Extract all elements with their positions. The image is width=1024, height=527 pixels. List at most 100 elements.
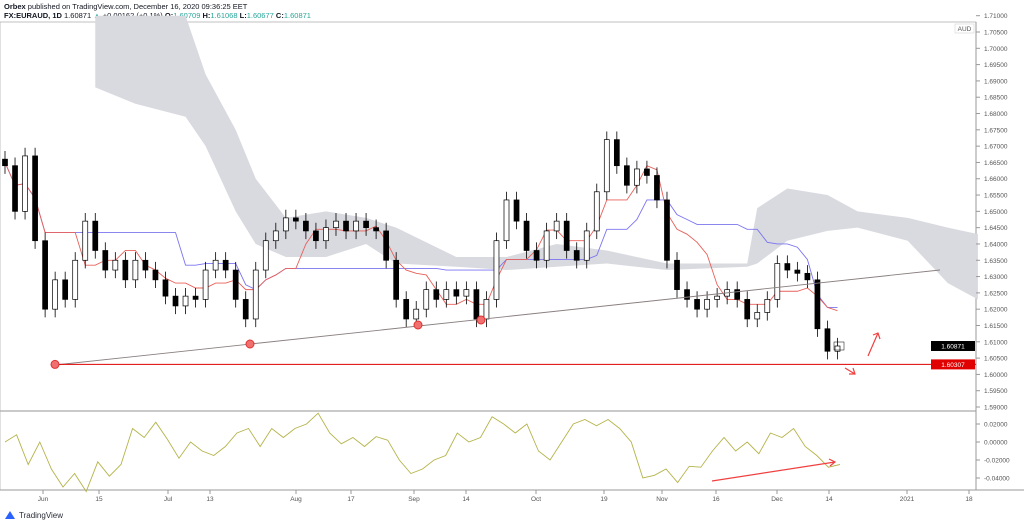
- candle-body: [52, 279, 59, 310]
- time-tick-label: Sep: [408, 496, 420, 503]
- candle-body: [242, 299, 249, 320]
- candle: [553, 212, 560, 240]
- price-tick-label: 1.65000: [984, 209, 1008, 216]
- open-value: 1.60709: [173, 11, 201, 20]
- candle: [92, 212, 99, 259]
- price-tick-label: 1.67500: [984, 127, 1008, 134]
- time-tick-label: Jun: [38, 496, 49, 503]
- tenkan-sen-line: [4, 162, 838, 312]
- candle: [182, 287, 189, 315]
- candle: [112, 252, 119, 279]
- candle-body: [423, 289, 430, 310]
- candle: [152, 261, 159, 288]
- candle: [543, 222, 550, 269]
- candle-body: [303, 220, 309, 232]
- candle: [634, 160, 640, 194]
- candle-body: [142, 259, 149, 271]
- trendline: [54, 269, 941, 366]
- candle: [262, 232, 269, 279]
- osc-tick-label: -0.04000: [984, 476, 1010, 483]
- tradingview-logo[interactable]: TradingView: [4, 510, 63, 520]
- price-tick-label: 1.63500: [984, 258, 1008, 265]
- candle: [573, 242, 580, 269]
- candle: [192, 287, 199, 308]
- candle-body: [152, 269, 159, 281]
- candle-body: [774, 263, 781, 300]
- candle: [603, 131, 610, 200]
- candle-body: [704, 299, 710, 310]
- candle-body: [373, 227, 379, 232]
- candle-body: [744, 299, 751, 320]
- candle: [162, 271, 169, 305]
- currency-badge: [954, 23, 975, 34]
- candle: [523, 212, 530, 259]
- candle-body: [684, 289, 690, 300]
- candle: [674, 252, 680, 298]
- price-tick-label: 1.59000: [984, 405, 1008, 412]
- candle: [624, 157, 630, 194]
- candle: [303, 212, 309, 240]
- candle-body: [674, 259, 680, 290]
- candle: [453, 281, 460, 305]
- candle-body: [463, 289, 470, 297]
- price-tick-label: 1.70500: [984, 30, 1008, 37]
- candle-body: [333, 220, 339, 229]
- candle-body: [824, 328, 831, 352]
- time-tick-label: 15: [95, 496, 103, 503]
- published-text: published on TradingView.com, December 1…: [27, 2, 248, 11]
- touch-point-marker: [476, 315, 486, 325]
- candle-body: [433, 289, 440, 300]
- down-arrow-annotation: [844, 367, 856, 375]
- price-tick-label: 1.65500: [984, 193, 1008, 200]
- candle-body: [603, 139, 610, 193]
- time-tick-label: Oct: [531, 496, 541, 503]
- candle: [313, 222, 319, 249]
- last-price-badge-label: 1.60871: [941, 344, 965, 351]
- candle-body: [272, 230, 279, 242]
- candle-body: [293, 217, 299, 222]
- candle: [132, 252, 139, 288]
- candle-body: [804, 272, 811, 281]
- candle: [704, 291, 710, 318]
- candle-body: [102, 250, 109, 271]
- candle: [834, 337, 841, 360]
- candle-body: [583, 230, 590, 261]
- candle-body: [613, 139, 620, 167]
- candle-body: [282, 217, 289, 232]
- candle-body: [192, 295, 199, 300]
- candle-body: [483, 299, 490, 320]
- price-tick-label: 1.60500: [984, 356, 1008, 363]
- candle: [654, 167, 660, 209]
- candle-body: [644, 168, 650, 176]
- candle-body: [252, 269, 259, 320]
- candle: [333, 212, 339, 236]
- candle: [583, 222, 590, 269]
- candle-body: [473, 289, 480, 320]
- candle: [754, 304, 761, 328]
- candle: [373, 219, 379, 240]
- symbol[interactable]: FX:EURAUD, 1D: [4, 11, 62, 20]
- candle-body: [503, 199, 510, 242]
- touch-point-marker: [50, 359, 60, 369]
- price-tick-label: 1.62500: [984, 290, 1008, 297]
- candle-body: [413, 308, 420, 320]
- candle-body: [714, 295, 720, 300]
- price-tick-label: 1.69000: [984, 78, 1008, 85]
- candle-body: [222, 259, 229, 271]
- time-tick-label: 19: [600, 496, 608, 503]
- osc-tick-label: 0.02000: [984, 422, 1008, 429]
- price-tick-label: 1.67000: [984, 144, 1008, 151]
- publish-info: Orbex published on TradingView.com, Dece…: [4, 2, 247, 11]
- candle: [593, 183, 600, 240]
- price-tick-label: 1.69500: [984, 62, 1008, 69]
- price-tick-label: 1.66000: [984, 176, 1008, 183]
- candle-body: [2, 158, 8, 167]
- publisher: Orbex: [4, 2, 26, 11]
- candle: [824, 320, 831, 360]
- candle: [293, 209, 299, 230]
- candle-body: [363, 220, 369, 229]
- candle: [42, 232, 48, 318]
- candle: [202, 261, 209, 308]
- candle-body: [132, 259, 139, 281]
